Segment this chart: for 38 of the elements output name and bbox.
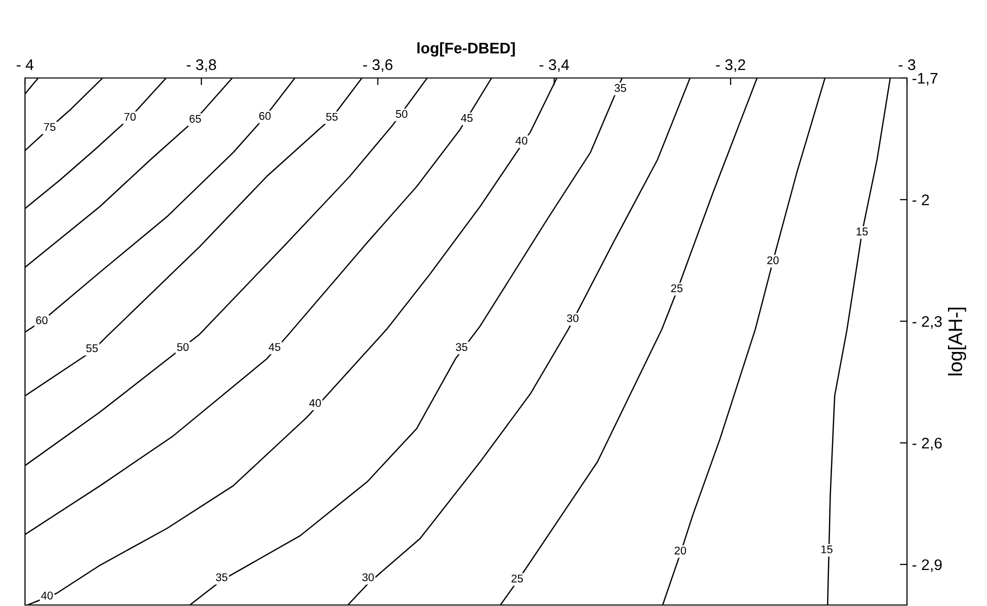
annotation: 40 bbox=[309, 399, 321, 407]
y-tick-label: - 2,6 bbox=[912, 438, 942, 450]
annotation: 35 bbox=[456, 343, 468, 351]
x-tick-label: - 3,4 bbox=[540, 59, 570, 72]
annotation: 30 bbox=[362, 573, 374, 582]
annotation: 55 bbox=[86, 344, 98, 352]
annotation: 60 bbox=[259, 112, 271, 120]
x-tick-label: - 4 bbox=[16, 59, 34, 70]
x-tick-label: - 3,8 bbox=[186, 59, 216, 72]
annotation: 35 bbox=[216, 573, 228, 582]
annotation: 35 bbox=[614, 84, 626, 92]
annotation: 25 bbox=[671, 284, 683, 292]
annotation: 20 bbox=[767, 256, 779, 264]
annotation: 60 bbox=[36, 316, 48, 324]
annotation: 30 bbox=[566, 314, 578, 322]
annotation: 15 bbox=[856, 228, 868, 236]
annotation: 55 bbox=[326, 112, 338, 121]
y-tick-label: - 2,3 bbox=[912, 316, 942, 329]
y-tick-label: - 2 bbox=[912, 194, 929, 206]
annotation: 40 bbox=[41, 592, 53, 600]
x-axis-title: log[Fe-DBED] bbox=[417, 42, 515, 57]
annotation: 65 bbox=[190, 114, 201, 123]
annotation: 75 bbox=[44, 123, 56, 131]
y-axis-title: log[AH-] bbox=[948, 308, 966, 376]
annotation: 45 bbox=[268, 343, 280, 351]
annotation: 70 bbox=[124, 112, 136, 121]
x-tick-label: - 3,2 bbox=[716, 59, 746, 72]
annotation: 50 bbox=[396, 110, 408, 118]
x-tick-label: - 3,6 bbox=[363, 59, 392, 72]
annotation: 45 bbox=[460, 114, 473, 122]
y-tick-label: -1,7 bbox=[912, 73, 938, 86]
annotation: 20 bbox=[674, 546, 686, 554]
annotation: 50 bbox=[177, 343, 189, 351]
annotation: 15 bbox=[821, 546, 832, 554]
x-tick-label: - 3 bbox=[898, 59, 916, 70]
y-tick-label: - 2,9 bbox=[912, 559, 942, 572]
annotation: 25 bbox=[512, 574, 523, 582]
annotation: 40 bbox=[516, 136, 528, 145]
